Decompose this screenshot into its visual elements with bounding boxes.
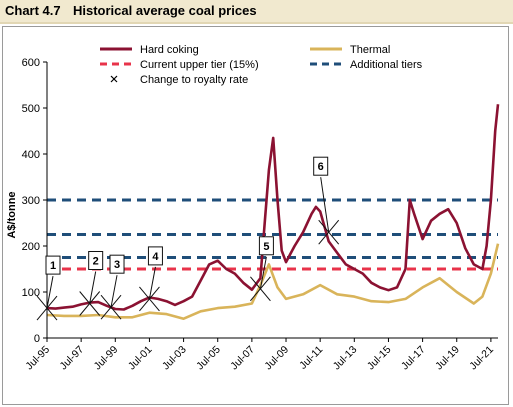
callout-leader [110,275,118,308]
chart-header: Chart 4.7 Historical average coal prices [0,0,513,24]
y-tick-label: 0 [34,333,40,345]
x-tick-label: Jul-17 [399,344,428,373]
callout-box [147,246,163,266]
callout-number: 4 [152,251,159,263]
callout-leader [148,266,156,299]
callout-leader [259,256,267,289]
y-tick-label: 400 [22,149,40,161]
x-tick-label: Jul-11 [297,344,325,372]
x-tick-label: Jul-15 [365,344,394,373]
legend-label: Additional tiers [350,59,423,71]
x-tick-label: Jul-07 [228,344,257,373]
legend-label: Current upper tier (15%) [140,59,259,71]
y-tick-label: 500 [22,103,40,115]
y-tick-label: 600 [22,57,40,69]
x-tick-label: Jul-09 [262,344,291,373]
callout-box [258,236,274,256]
callout-box [88,251,104,270]
x-tick-label: Jul-19 [433,344,462,373]
legend-label: Hard coking [140,44,199,56]
y-tick-label: 200 [22,241,40,253]
x-tick-label: Jul-01 [126,344,155,373]
x-tick-label: Jul-03 [160,344,189,373]
callout-number: 2 [93,256,99,268]
y-tick-label: 100 [22,287,40,299]
callout-leader [89,271,97,304]
x-tick-label: Jul-95 [23,344,52,373]
callout-box [313,156,329,176]
series-lines [46,104,500,320]
x-tick-label: Jul-21 [467,344,496,373]
callout-number: 3 [114,259,120,271]
legend-label: Change to royalty rate [140,74,248,86]
callout-box [45,255,61,275]
callout-box [109,254,125,274]
x-tick-label: Jul-99 [92,344,121,373]
x-tick-label: Jul-97 [58,344,87,373]
chart-frame [2,26,509,405]
legend: Hard coking Thermal Current upper tier (15… [100,44,423,86]
series-line-thermal [46,243,500,320]
callout-number: 6 [318,161,324,173]
series-line-hard-coking [46,104,500,311]
royalty-change-markers: 1 2 3 4 5 6 [36,156,340,321]
callout-leader [46,276,54,309]
x-tick-label: Jul-13 [331,344,360,373]
x-tick-label: Jul-05 [194,344,223,373]
legend-marker-x [110,75,118,83]
chart-number: Chart 4.7 [5,3,61,18]
chart-title: Historical average coal prices [73,3,257,18]
callout-number: 1 [50,260,56,272]
y-axis-label: A$/tonne [6,191,18,238]
legend-label: Thermal [350,44,390,56]
callout-leader [320,177,330,233]
callout-number: 5 [263,241,269,253]
y-tick-label: 300 [22,195,40,207]
